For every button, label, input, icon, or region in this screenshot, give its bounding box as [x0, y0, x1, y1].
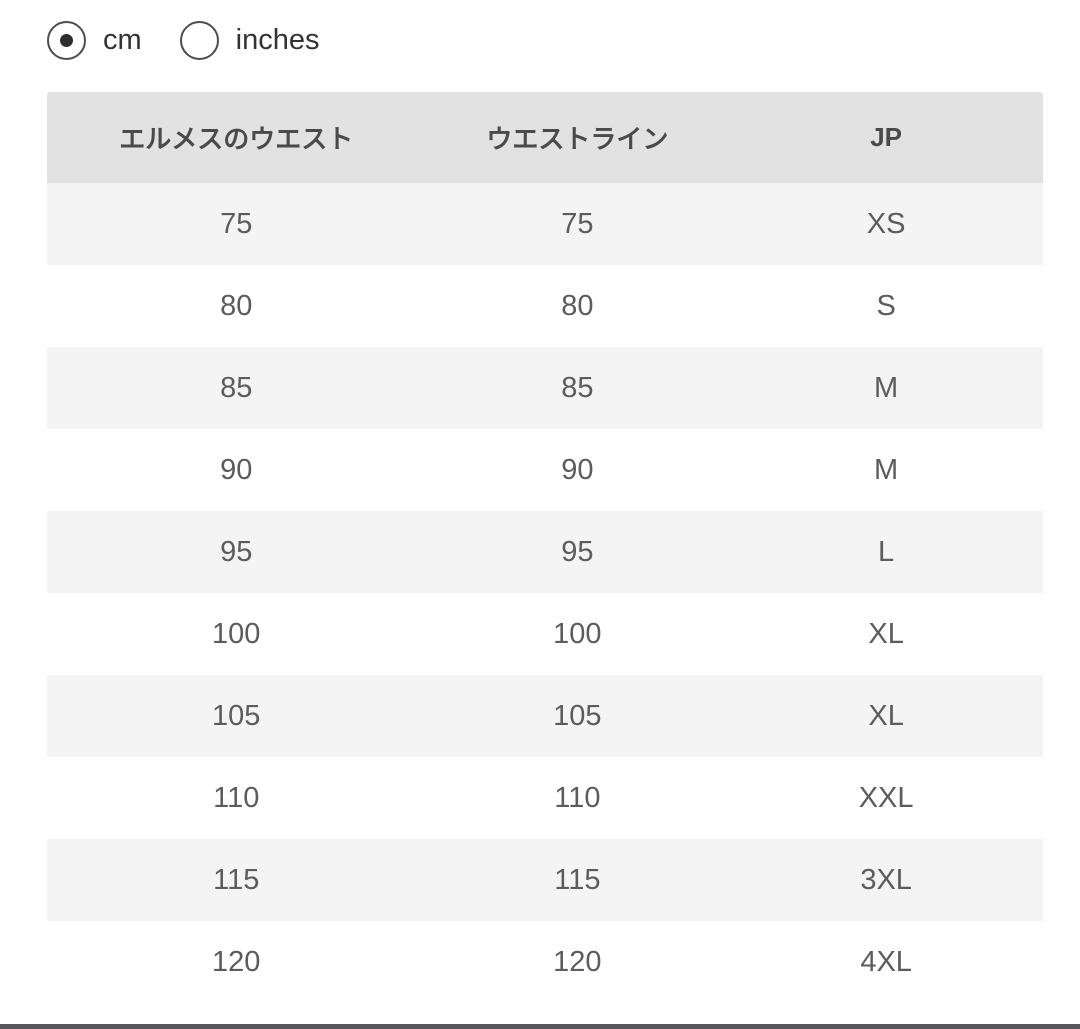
table-row: 80 80 S	[47, 265, 1043, 347]
table-row: 85 85 M	[47, 347, 1043, 429]
table-cell: 105	[425, 675, 730, 757]
table-row: 75 75 XS	[47, 183, 1043, 265]
bottom-divider	[0, 1024, 1080, 1029]
table-row: 115 115 3XL	[47, 839, 1043, 921]
table-cell: 85	[47, 347, 426, 429]
unit-selector: cm inches	[47, 18, 320, 62]
table-cell: S	[729, 265, 1043, 347]
table-cell: 90	[47, 429, 426, 511]
table-cell: XXL	[729, 757, 1043, 839]
radio-button-inches-icon[interactable]	[179, 20, 219, 60]
column-header-jp: JP	[729, 92, 1043, 183]
table-cell: M	[729, 429, 1043, 511]
table-row: 90 90 M	[47, 429, 1043, 511]
table-cell: 100	[47, 593, 426, 675]
table-cell: 115	[425, 839, 730, 921]
table-cell: 90	[425, 429, 730, 511]
radio-button-cm-icon[interactable]	[47, 20, 86, 60]
table-cell: 95	[425, 511, 730, 593]
table-cell: 80	[47, 265, 426, 347]
table-cell: 85	[425, 347, 730, 429]
table-cell: L	[729, 511, 1043, 593]
table-cell: 95	[47, 511, 426, 593]
table-row: 110 110 XXL	[47, 757, 1043, 839]
table-header-row: エルメスのウエスト ウエストライン JP	[47, 92, 1043, 183]
radio-option-inches[interactable]: inches	[179, 20, 320, 60]
table-cell: 75	[47, 183, 426, 265]
table-row: 100 100 XL	[47, 593, 1043, 675]
table-cell: 120	[425, 921, 730, 1003]
radio-label-cm: cm	[103, 23, 142, 56]
table-cell: 110	[425, 757, 730, 839]
table-cell: XL	[729, 593, 1043, 675]
table-cell: 105	[47, 675, 426, 757]
table-cell: M	[729, 347, 1043, 429]
table-row: 105 105 XL	[47, 675, 1043, 757]
table-row: 95 95 L	[47, 511, 1043, 593]
table-cell: 75	[425, 183, 730, 265]
table-cell: 120	[47, 921, 426, 1003]
table-cell: 110	[47, 757, 426, 839]
table-row: 120 120 4XL	[47, 921, 1043, 1003]
column-header-hermes-waist: エルメスのウエスト	[47, 92, 426, 183]
size-chart-table: エルメスのウエスト ウエストライン JP 75 75 XS 80 80 S 85 85 M 90 9…	[47, 92, 1043, 1003]
table-cell: 4XL	[729, 921, 1043, 1003]
table-cell: 100	[425, 593, 730, 675]
table-cell: 3XL	[729, 839, 1043, 921]
radio-label-inches: inches	[235, 23, 320, 56]
table-cell: XS	[729, 183, 1043, 265]
table-cell: 115	[47, 839, 426, 921]
table-cell: 80	[425, 265, 730, 347]
table-cell: XL	[729, 675, 1043, 757]
column-header-waistline: ウエストライン	[425, 92, 730, 183]
radio-option-cm[interactable]: cm	[47, 20, 142, 60]
